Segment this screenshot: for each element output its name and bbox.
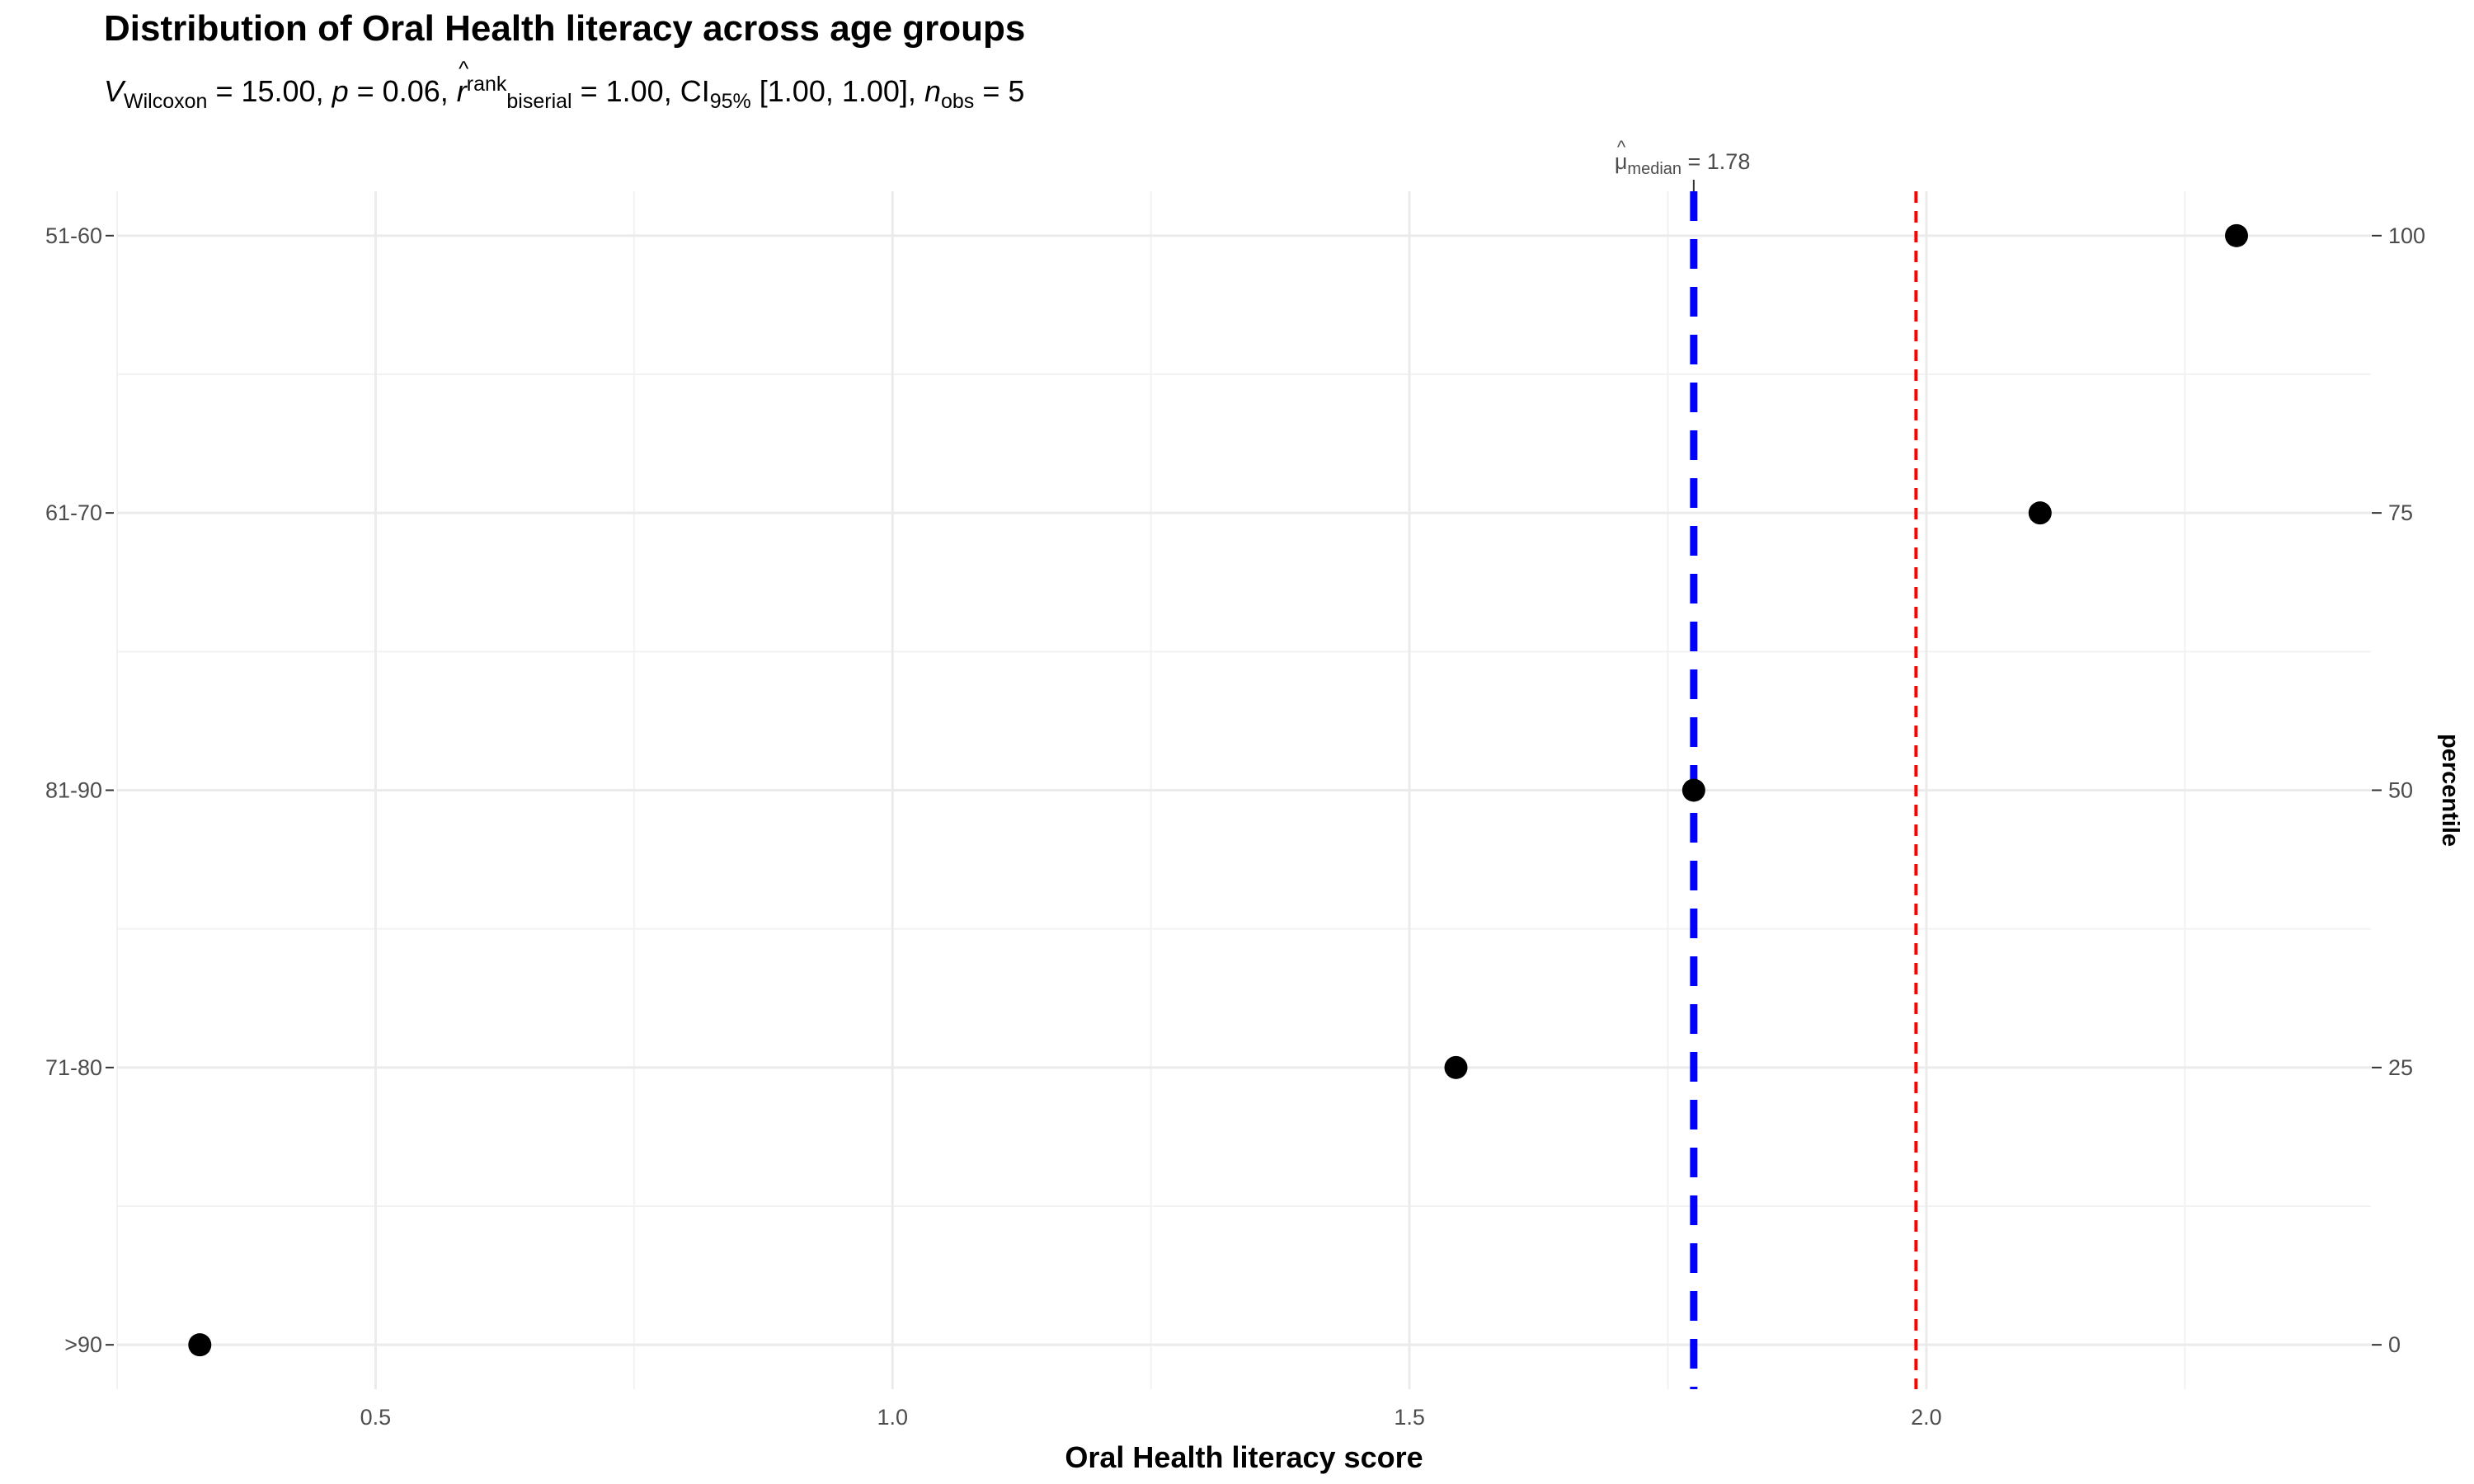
subtitle-p-label: p — [332, 74, 349, 108]
data-point — [1444, 1055, 1468, 1079]
x-tick-label: 1.5 — [1394, 1405, 1425, 1430]
subtitle-n-label: n — [924, 74, 941, 108]
subtitle-v-sub: Wilcoxon — [124, 90, 208, 114]
subtitle-ci-label: CI — [680, 74, 710, 108]
subtitle-n-value: = 5 — [982, 74, 1025, 108]
y2-axis-title: percentile — [2437, 734, 2463, 847]
y-left-tick-label: 61-70 — [45, 500, 102, 525]
y-right-tick-label: 50 — [2388, 778, 2413, 803]
subtitle-p-value: = 0.06, — [356, 74, 449, 108]
x-axis-title: Oral Health literacy score — [1065, 1440, 1423, 1474]
x-tick-label: 1.0 — [877, 1405, 908, 1430]
y-right-tick-label: 25 — [2388, 1055, 2413, 1080]
data-point — [2028, 501, 2052, 525]
subtitle-v-value: = 15.00, — [215, 74, 324, 108]
y-left-tick-label: 71-80 — [45, 1055, 102, 1080]
data-point — [1681, 778, 1705, 802]
subtitle-ci-value: [1.00, 1.00], — [759, 74, 916, 108]
chart-title: Distribution of Oral Health literacy acr… — [104, 8, 1026, 49]
subtitle-r-sup: rank — [466, 73, 507, 96]
data-point — [2225, 223, 2249, 247]
y-right-tick-label: 100 — [2388, 223, 2425, 248]
subtitle-v-label: V — [104, 74, 125, 108]
x-tick-label: 0.5 — [360, 1405, 392, 1430]
subtitle-r-sub: biserial — [506, 90, 572, 114]
chart-subtitle: VWilcoxon = 15.00, p = 0.06, rrankbiseri… — [104, 56, 1025, 114]
y-right-tick-label: 75 — [2388, 500, 2413, 525]
y-left-tick-label: 81-90 — [45, 778, 102, 803]
data-point — [188, 1333, 212, 1357]
y-left-tick-label: 51-60 — [45, 223, 102, 248]
y-right-tick-label: 0 — [2388, 1332, 2401, 1357]
subtitle-n-sub: obs — [940, 90, 975, 114]
subtitle-r-value: = 1.00, — [580, 74, 672, 108]
y-left-tick-label: >90 — [64, 1332, 102, 1357]
subtitle-ci-sub: 95% — [709, 90, 751, 114]
median-hat: ^ — [1617, 137, 1626, 157]
median-label: μmedian = 1.78 — [1615, 149, 1750, 178]
subtitle-r-label: r — [457, 56, 468, 109]
x-tick-label: 2.0 — [1911, 1405, 1942, 1430]
